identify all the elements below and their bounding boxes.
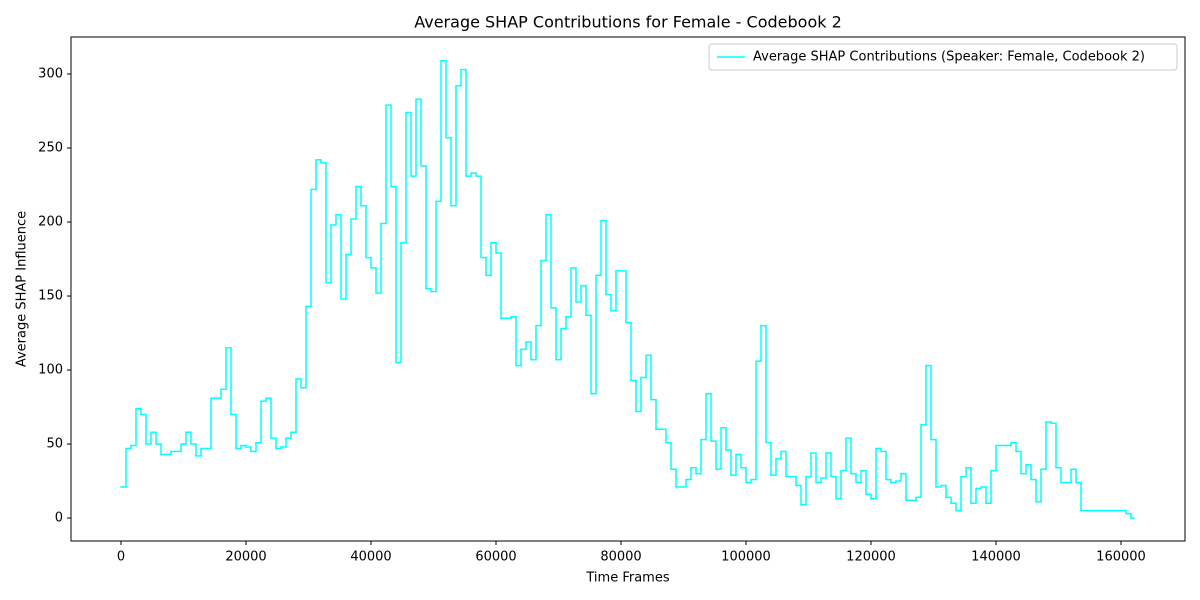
y-tick-label: 0 — [55, 511, 63, 526]
y-tick-label: 50 — [46, 437, 63, 452]
legend-label: Average SHAP Contributions (Speaker: Fem… — [753, 50, 1145, 65]
x-tick-label: 40000 — [350, 550, 391, 565]
x-tick-label: 0 — [117, 550, 125, 565]
y-axis-label: Average SHAP Influence — [15, 211, 30, 367]
y-tick-label: 100 — [38, 363, 63, 378]
x-tick-label: 20000 — [225, 550, 266, 565]
x-tick-label: 120000 — [846, 550, 896, 565]
y-tick-label: 200 — [38, 215, 63, 230]
x-tick-label: 160000 — [1096, 550, 1146, 565]
x-tick-label: 80000 — [600, 550, 641, 565]
legend-box — [708, 43, 1178, 71]
x-tick-label: 60000 — [475, 550, 516, 565]
x-axis-label: Time Frames — [585, 571, 669, 586]
chart-title: Average SHAP Contributions for Female - … — [414, 13, 842, 32]
y-tick-label: 250 — [38, 141, 63, 156]
plot-area — [120, 59, 1135, 519]
axes-frame — [70, 36, 1186, 542]
y-tick-label: 300 — [38, 67, 63, 82]
x-tick-label: 140000 — [971, 550, 1021, 565]
y-tick-label: 150 — [38, 289, 63, 304]
x-tick-label: 100000 — [721, 550, 771, 565]
